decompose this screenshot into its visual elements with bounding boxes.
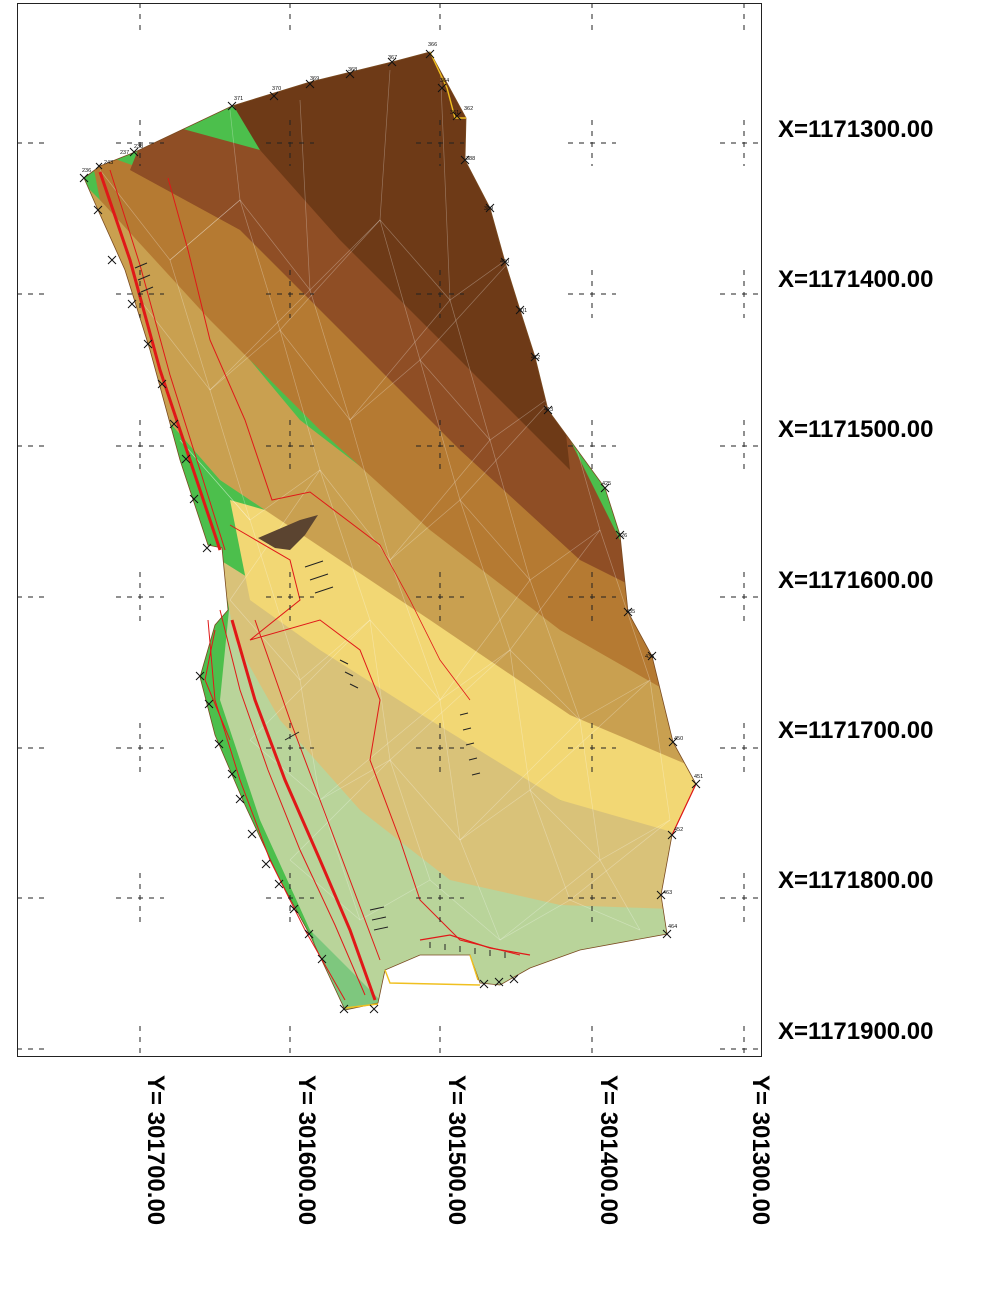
x-coordinate-label: X=1171700.00	[778, 717, 934, 744]
point-label: 436	[645, 654, 654, 660]
grid-ticks	[17, 3, 762, 1056]
point-label: 238	[134, 144, 143, 150]
point-label: 401	[518, 308, 527, 314]
point-label: 370	[272, 86, 281, 92]
point-label: 435	[626, 609, 635, 615]
point-label: 412	[531, 355, 540, 361]
point-label: 413	[544, 407, 553, 413]
x-coordinate-label: X=1171300.00	[778, 116, 934, 143]
y-coordinate-label: Y= 301700.00	[142, 1075, 169, 1226]
yellow-boundary-lines	[344, 51, 481, 1009]
point-label: 237	[120, 150, 129, 156]
point-label: 426	[618, 533, 627, 539]
point-label: 364	[440, 78, 449, 84]
point-label: 400	[500, 259, 509, 265]
point-label: 388	[466, 156, 475, 162]
tin-mesh	[99, 59, 671, 941]
point-label: 452	[674, 827, 683, 833]
point-label: 362	[464, 106, 473, 112]
x-coordinate-label: X=1171900.00	[778, 1018, 934, 1045]
point-label: 463	[663, 890, 672, 896]
survey-markers	[79, 49, 701, 1014]
point-label: 464	[668, 924, 677, 930]
point-label: 425	[602, 481, 611, 487]
point-label: 236	[82, 168, 91, 174]
point-label: 389	[484, 206, 493, 212]
point-label: 450	[674, 736, 683, 742]
y-coordinate-label: Y= 301400.00	[595, 1075, 622, 1226]
y-coordinate-label: Y= 301300.00	[747, 1075, 774, 1226]
point-label: 243	[104, 160, 113, 166]
point-label: 369	[310, 76, 319, 82]
point-label: 366	[428, 42, 437, 48]
point-label: 368	[348, 67, 357, 73]
x-coordinate-label: X=1171800.00	[778, 867, 934, 894]
y-coordinate-label: Y= 301500.00	[443, 1075, 470, 1226]
point-label: 367	[388, 55, 397, 61]
point-label: 451	[694, 774, 703, 780]
y-coordinate-label: Y= 301600.00	[293, 1075, 320, 1226]
x-coordinate-label: X=1171600.00	[778, 567, 934, 594]
x-coordinate-label: X=1171400.00	[778, 266, 934, 293]
x-coordinate-label: X=1171500.00	[778, 416, 934, 443]
survey-point-labels: 238 237 243 236 371 370 369 368 367 366 …	[82, 42, 703, 930]
red-road-lines	[98, 169, 697, 1001]
point-label: 361	[450, 110, 459, 116]
point-label: 371	[234, 96, 243, 102]
slope-hatch-marks	[134, 262, 506, 958]
excavation-wedge	[258, 515, 318, 550]
